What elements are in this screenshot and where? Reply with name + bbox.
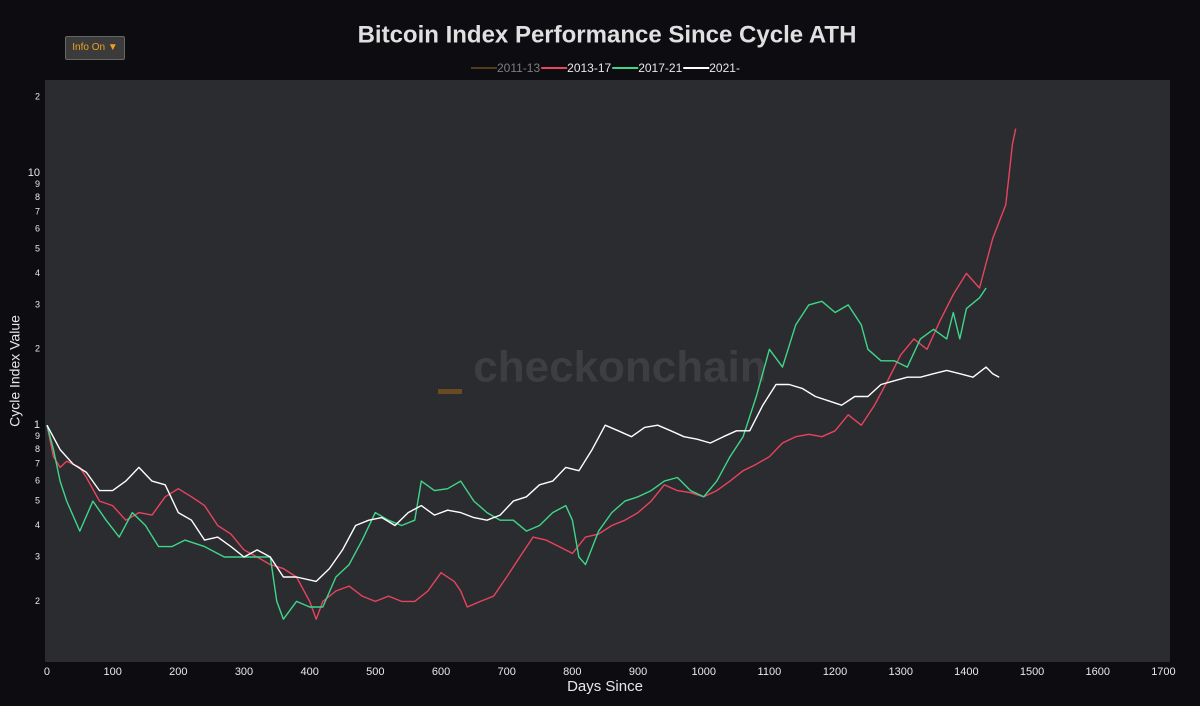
x-tick-label: 1500 <box>1020 666 1044 678</box>
y-tick-label: 4 <box>35 268 40 278</box>
y-axis-label: Cycle Index Value <box>7 315 23 427</box>
x-tick-label: 900 <box>629 666 647 678</box>
series-line <box>46 128 1017 620</box>
plot-area <box>45 80 1170 662</box>
x-axis-label: Days Since <box>567 678 643 695</box>
x-tick-label: 0 <box>44 666 50 678</box>
y-tick-label: 3 <box>35 299 40 309</box>
x-tick-label: 700 <box>498 666 516 678</box>
x-tick-label: 1200 <box>823 666 847 678</box>
x-tick-label: 1100 <box>758 666 782 678</box>
y-tick-label: 3 <box>35 551 40 561</box>
y-tick-label: 5 <box>35 243 40 253</box>
legend-label: 2011-13 <box>497 61 540 75</box>
x-tick-label: 500 <box>366 666 384 678</box>
y-tick-label: 7 <box>35 207 40 217</box>
y-tick-label: 9 <box>35 179 40 189</box>
legend-label: 2021- <box>709 61 740 75</box>
x-tick-label: 300 <box>235 666 253 678</box>
y-tick-label: 8 <box>35 444 40 454</box>
legend-label: 2013-17 <box>567 61 611 75</box>
watermark-logo <box>438 389 462 394</box>
x-tick-label: 1400 <box>954 666 978 678</box>
x-tick-label: 800 <box>563 666 581 678</box>
y-tick-label: 6 <box>35 475 40 485</box>
y-tick-label: 2 <box>35 596 40 606</box>
y-tick-label: 2 <box>35 344 40 354</box>
x-tick-label: 1600 <box>1086 666 1110 678</box>
x-tick-label: 100 <box>103 666 121 678</box>
legend-label: 2017-21 <box>638 61 682 75</box>
y-tick-label: 6 <box>35 223 40 233</box>
y-tick-label: 7 <box>35 459 40 469</box>
y-tick-label: 8 <box>35 192 40 202</box>
x-tick-label: 400 <box>300 666 318 678</box>
y-tick-label: 9 <box>35 431 40 441</box>
x-tick-label: 600 <box>432 666 450 678</box>
x-tick-label: 1300 <box>888 666 912 678</box>
y-tick-label: 5 <box>35 495 40 505</box>
x-tick-label: 1700 <box>1151 666 1175 678</box>
series-line <box>46 287 987 620</box>
y-tick-label: 2 <box>35 92 40 102</box>
series-line <box>46 366 1000 583</box>
watermark: checkonchain <box>473 343 766 392</box>
x-tick-label: 200 <box>169 666 187 678</box>
y-tick-label: 1 <box>34 419 40 431</box>
info-button[interactable]: Info On ▼ <box>65 36 125 60</box>
y-tick-label: 4 <box>35 520 40 530</box>
chart-title: Bitcoin Index Performance Since Cycle AT… <box>358 21 857 48</box>
y-tick-label: 10 <box>28 167 40 179</box>
x-tick-label: 1000 <box>691 666 715 678</box>
